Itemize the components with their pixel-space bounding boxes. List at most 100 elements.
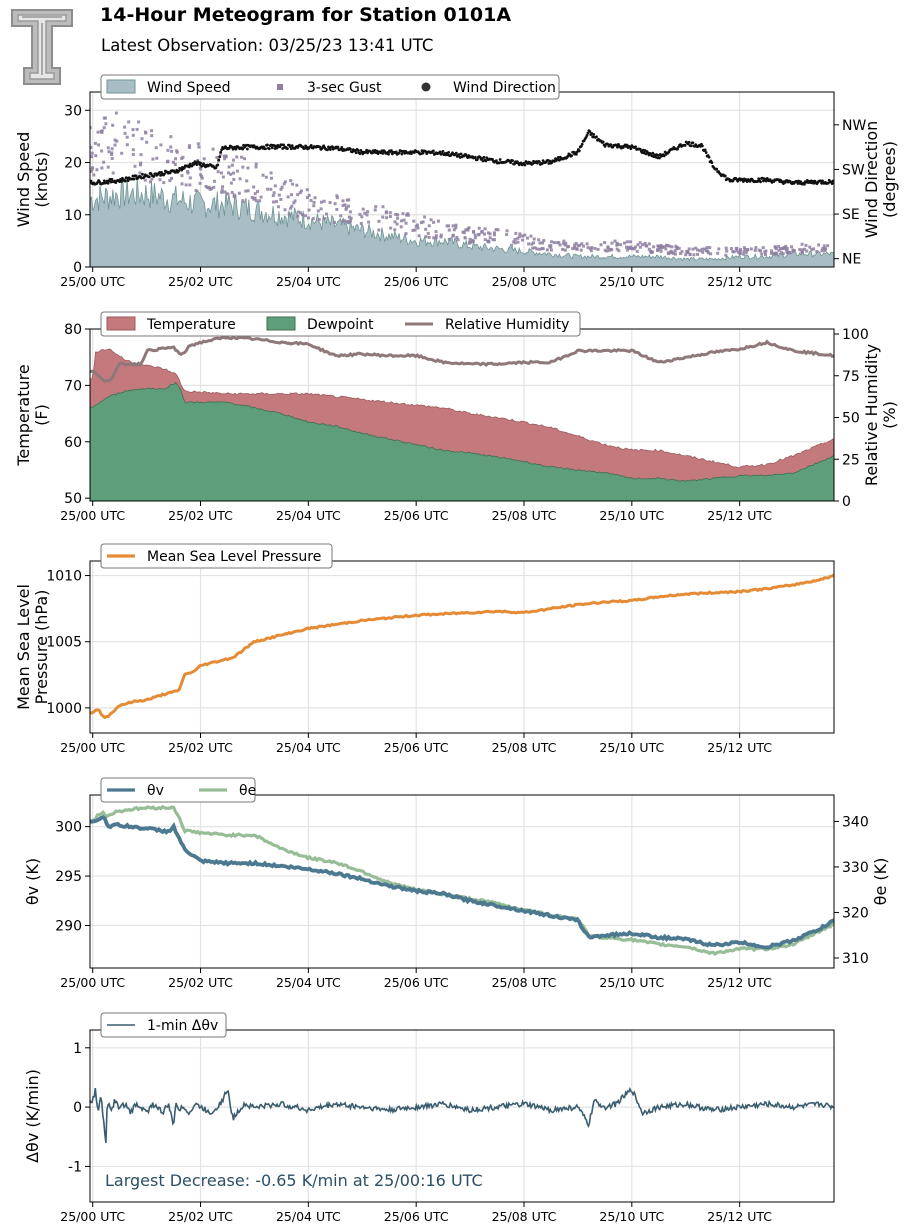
wind-direction-marker [511, 159, 514, 163]
gust-marker [599, 243, 603, 247]
y-tick-label: 1005 [46, 635, 82, 651]
gust-marker [223, 157, 227, 161]
gust-marker [542, 239, 546, 243]
gust-marker [200, 176, 204, 180]
gust-marker [259, 195, 263, 199]
gust-marker [705, 246, 709, 250]
x-tick-label: 25/02 UTC [168, 740, 233, 755]
gust-marker [647, 242, 651, 246]
gust-marker [769, 251, 773, 255]
wind-direction-marker [438, 150, 442, 154]
gust-marker [298, 211, 302, 215]
gust-marker [106, 165, 110, 169]
y-axis-label: (knots) [32, 151, 51, 207]
wind-direction-marker [577, 149, 581, 153]
gust-marker [188, 176, 192, 180]
gust-marker [763, 250, 767, 254]
plot-area [90, 329, 834, 501]
gust-marker [792, 249, 796, 253]
wind-direction-marker [309, 143, 313, 147]
gust-marker [389, 226, 393, 230]
gust-marker [202, 157, 206, 161]
gust-marker [295, 183, 299, 187]
gust-marker [299, 189, 303, 193]
y-tick-label: 290 [55, 918, 82, 934]
y-tick-label: 0 [73, 1100, 82, 1116]
gust-marker [139, 153, 143, 157]
gust-marker [115, 139, 119, 143]
x-tick-label: 25/02 UTC [168, 274, 233, 289]
gust-marker [125, 143, 129, 147]
gust-marker [563, 243, 567, 247]
gust-marker [540, 246, 544, 250]
gust-marker [388, 215, 392, 219]
panel-pressure: 1000 1005 1010 25/00 UTC 25/02 UTC 25/04 UTC 2… [14, 543, 835, 755]
gust-marker [325, 212, 329, 216]
gust-marker [606, 245, 610, 249]
gust-marker [688, 252, 692, 256]
gust-marker [94, 154, 98, 158]
gust-marker [143, 178, 147, 182]
gust-marker [724, 253, 728, 257]
gust-marker [226, 171, 230, 175]
gust-marker [638, 245, 642, 249]
gust-marker [471, 239, 475, 243]
gust-marker [541, 241, 545, 245]
gust-marker [535, 247, 539, 251]
gust-marker [290, 193, 294, 197]
gust-marker [746, 248, 750, 252]
gust-marker [664, 247, 668, 251]
gust-marker [613, 239, 617, 243]
gust-marker [709, 252, 713, 256]
gust-marker [91, 166, 95, 170]
gust-marker [743, 247, 747, 251]
y2-axis-label: θe (K) [871, 858, 890, 906]
gust-marker [579, 248, 583, 252]
gust-marker [415, 223, 419, 227]
gust-marker [659, 249, 663, 253]
gust-marker [303, 214, 307, 218]
gust-marker [667, 252, 671, 256]
gust-marker [647, 247, 651, 251]
gust-marker [483, 227, 487, 231]
gust-marker [287, 212, 291, 216]
gust-marker [187, 146, 191, 150]
gust-marker [96, 130, 100, 134]
wind-direction-marker [634, 145, 637, 149]
gust-marker [686, 249, 690, 253]
legend-swatch [106, 79, 136, 94]
wind-direction-marker [290, 144, 294, 148]
gust-marker [810, 248, 814, 252]
legend-label: Dewpoint [307, 317, 374, 333]
gust-marker [488, 236, 492, 240]
wind-direction-marker [219, 150, 223, 154]
y2-axis-label: (degrees) [880, 141, 899, 218]
x-tick-label: 25/10 UTC [599, 975, 664, 990]
gust-marker [593, 246, 597, 250]
wind-direction-marker [548, 159, 552, 163]
gust-marker [261, 173, 265, 177]
wind-direction-marker [90, 179, 93, 183]
gust-marker [605, 249, 609, 253]
x-tick-label: 25/06 UTC [384, 508, 449, 523]
gust-marker [367, 220, 371, 224]
gust-marker [243, 157, 247, 161]
gust-marker [252, 185, 256, 189]
gust-marker [760, 252, 764, 256]
gust-marker [213, 179, 217, 183]
gust-marker [150, 177, 154, 181]
gust-marker [309, 198, 313, 202]
gust-marker [779, 251, 783, 255]
wind-direction-marker [390, 149, 393, 152]
gust-marker [708, 246, 712, 250]
x-tick-label: 25/08 UTC [492, 508, 557, 523]
gust-marker [617, 249, 621, 253]
gust-marker [532, 237, 536, 241]
gust-marker [677, 246, 681, 250]
gust-marker [578, 243, 582, 247]
gust-marker [286, 195, 290, 199]
gust-marker [140, 137, 144, 141]
wind-direction-marker [513, 162, 516, 166]
legend: 1-min Δθv [100, 1012, 227, 1038]
gust-marker [319, 207, 323, 211]
